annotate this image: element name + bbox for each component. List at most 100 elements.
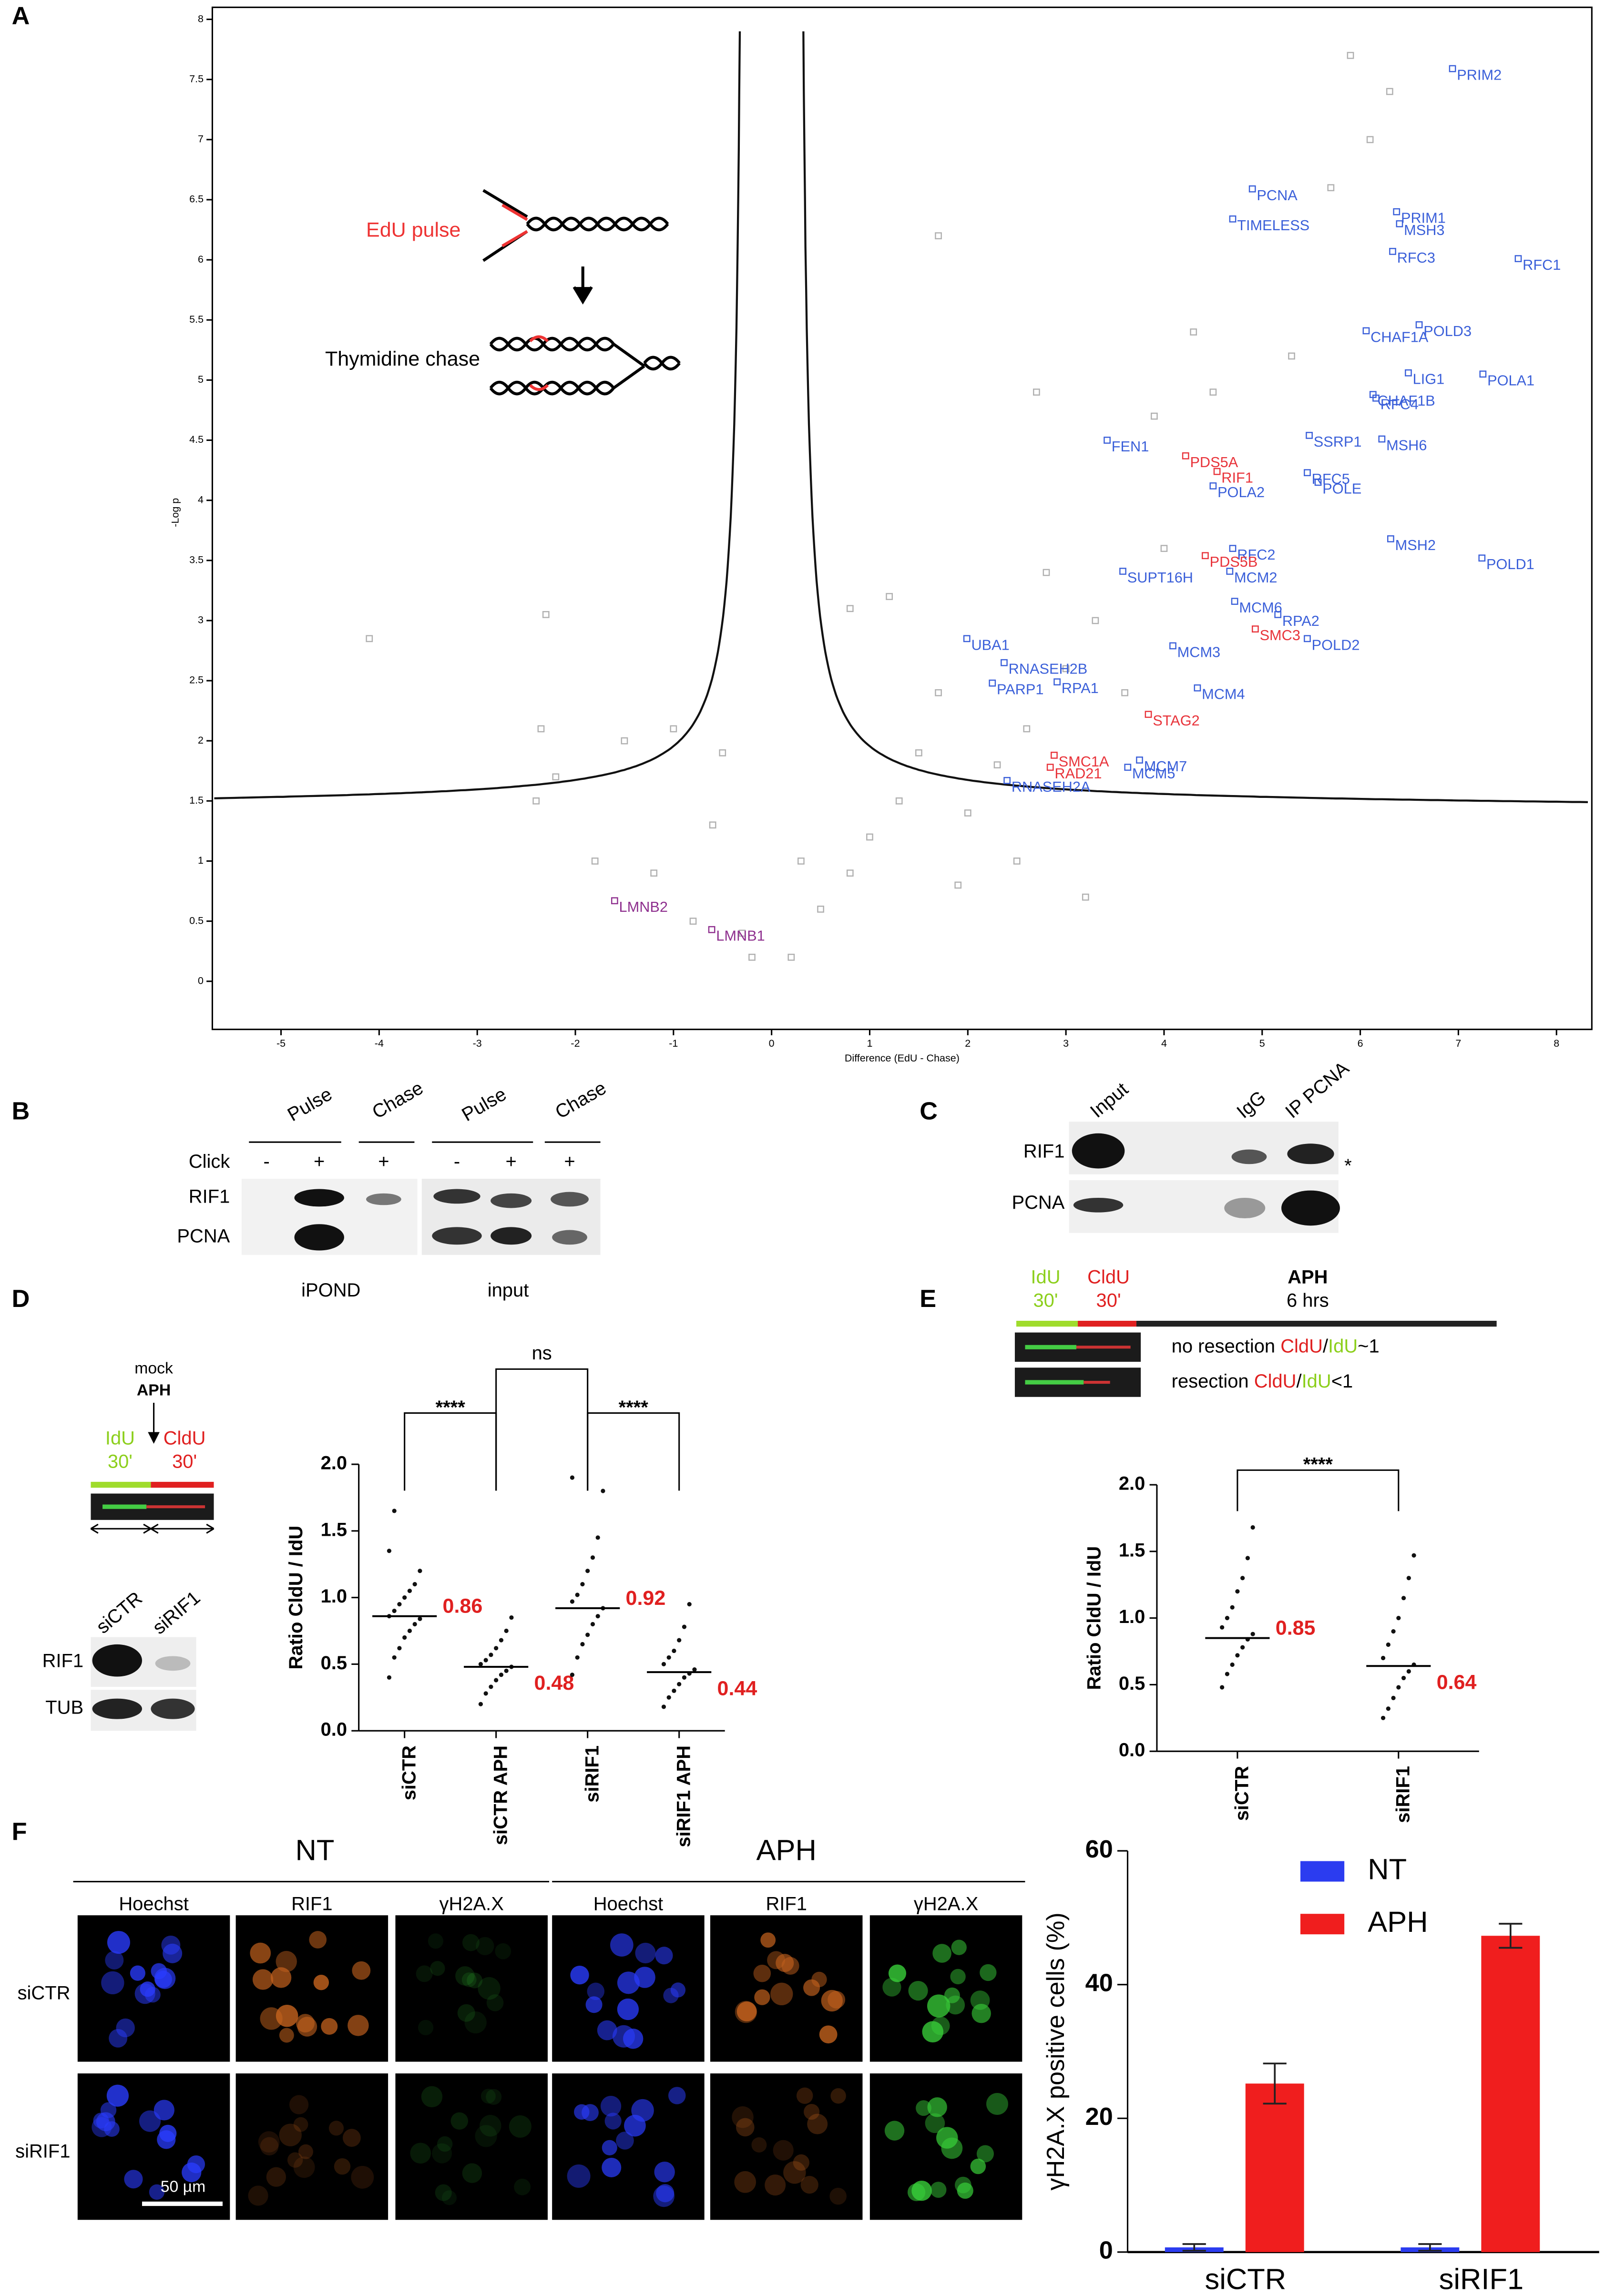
fiber-label: APH	[1288, 1266, 1328, 1287]
row-label: RIF1	[1023, 1141, 1065, 1162]
nucleus	[602, 2157, 622, 2177]
nucleus	[617, 1998, 639, 2020]
point-label: TIMELESS	[1237, 217, 1309, 234]
point	[1053, 678, 1061, 685]
nucleus	[585, 1996, 603, 2013]
point	[1145, 711, 1152, 718]
data-point	[397, 1646, 402, 1651]
nucleus	[783, 2161, 806, 2184]
point-label: MCM3	[1177, 643, 1220, 660]
panel-label: F	[12, 1818, 27, 1846]
nucleus	[106, 2084, 129, 2107]
y-tick-label: 7.5	[189, 73, 204, 84]
point-label: MSH3	[1404, 222, 1444, 238]
point	[1229, 215, 1237, 223]
click-sign: -	[263, 1151, 269, 1172]
column-label: RIF1	[766, 1893, 807, 1914]
scale-label: 50 µm	[161, 2178, 206, 2196]
point	[1121, 689, 1128, 696]
nucleus	[514, 2178, 531, 2195]
y-tick-label: 0.0	[1119, 1740, 1145, 1761]
fiber-label: 30'	[172, 1451, 197, 1472]
point	[1001, 659, 1008, 666]
data-point	[585, 1633, 590, 1637]
point	[993, 761, 1001, 769]
point	[1194, 684, 1201, 692]
nucleus	[109, 2029, 128, 2048]
y-tick-label: 3.5	[189, 554, 204, 565]
nucleus	[258, 2131, 280, 2153]
point-label: LMNB1	[716, 928, 765, 944]
nucleus	[736, 2118, 755, 2137]
point-label: SMC3	[1260, 627, 1300, 643]
nucleus	[486, 2089, 502, 2105]
nucleus	[100, 2102, 117, 2118]
point	[1372, 394, 1380, 402]
treatment: mock	[134, 1359, 173, 1377]
row-label: RIF1	[42, 1650, 84, 1671]
nucleus	[153, 2100, 174, 2121]
nucleus	[455, 1966, 475, 1986]
group-label: iPOND	[301, 1280, 360, 1301]
nucleus	[916, 2100, 931, 2116]
nucleus	[970, 1990, 990, 2010]
point-label: POLA1	[1487, 372, 1534, 388]
point	[1378, 435, 1386, 443]
point	[1314, 479, 1322, 486]
bracket	[1237, 1469, 1400, 1511]
point-label: SUPT16H	[1127, 569, 1193, 586]
nucleus	[781, 1957, 799, 1975]
note-part: /	[1323, 1336, 1329, 1357]
nucleus	[776, 1954, 794, 1972]
data-point	[666, 1655, 671, 1660]
nucleus	[410, 2143, 431, 2164]
point	[1479, 370, 1487, 378]
nucleus	[773, 2140, 794, 2161]
dna-schematic	[482, 189, 681, 396]
fiber-label: CldU	[1087, 1266, 1130, 1287]
point	[895, 797, 903, 805]
y-tick-label: 40	[1085, 1969, 1113, 1997]
point	[1478, 554, 1486, 562]
micrograph	[869, 1915, 1022, 2062]
nucleus	[597, 2020, 617, 2041]
nucleus	[610, 1933, 634, 1957]
x-tick-label: siCTR	[1205, 2263, 1286, 2296]
point-label: RNASEH2B	[1009, 661, 1088, 677]
micrograph	[710, 1915, 863, 2062]
data-point	[1220, 1685, 1225, 1690]
data-point	[1401, 1596, 1406, 1601]
band-note: *	[1344, 1155, 1352, 1176]
point	[935, 232, 942, 240]
nucleus	[105, 1950, 124, 1969]
blot-c	[1069, 1122, 1340, 1233]
data-point	[1386, 1706, 1390, 1711]
data-point	[692, 1667, 697, 1672]
nucleus	[462, 2163, 482, 2183]
point	[1415, 321, 1423, 328]
point	[1213, 468, 1221, 475]
nucleus	[911, 2180, 932, 2201]
nucleus	[250, 1942, 271, 1964]
nucleus	[321, 2018, 338, 2035]
y-tick-label: 2.0	[321, 1453, 348, 1474]
data-point	[397, 1602, 402, 1607]
data-point	[1220, 1625, 1225, 1630]
nucleus	[980, 1964, 997, 1981]
note-part: <1	[1331, 1371, 1353, 1392]
point	[787, 953, 795, 961]
nucleus	[753, 1964, 771, 1982]
data-point	[418, 1569, 422, 1573]
nucleus	[828, 1990, 846, 2009]
point	[1449, 65, 1456, 72]
fiber-label: 30'	[108, 1451, 133, 1472]
y-tick-label: 1.0	[321, 1586, 348, 1607]
point-label: PARP1	[997, 681, 1043, 698]
x-tick-label: -3	[473, 1038, 482, 1049]
point	[1396, 220, 1403, 227]
point-label: POLA2	[1217, 484, 1265, 500]
row-label: siCTR	[18, 1983, 71, 2004]
nucleus	[157, 2130, 176, 2149]
data-point	[392, 1655, 397, 1660]
point	[1405, 369, 1412, 377]
